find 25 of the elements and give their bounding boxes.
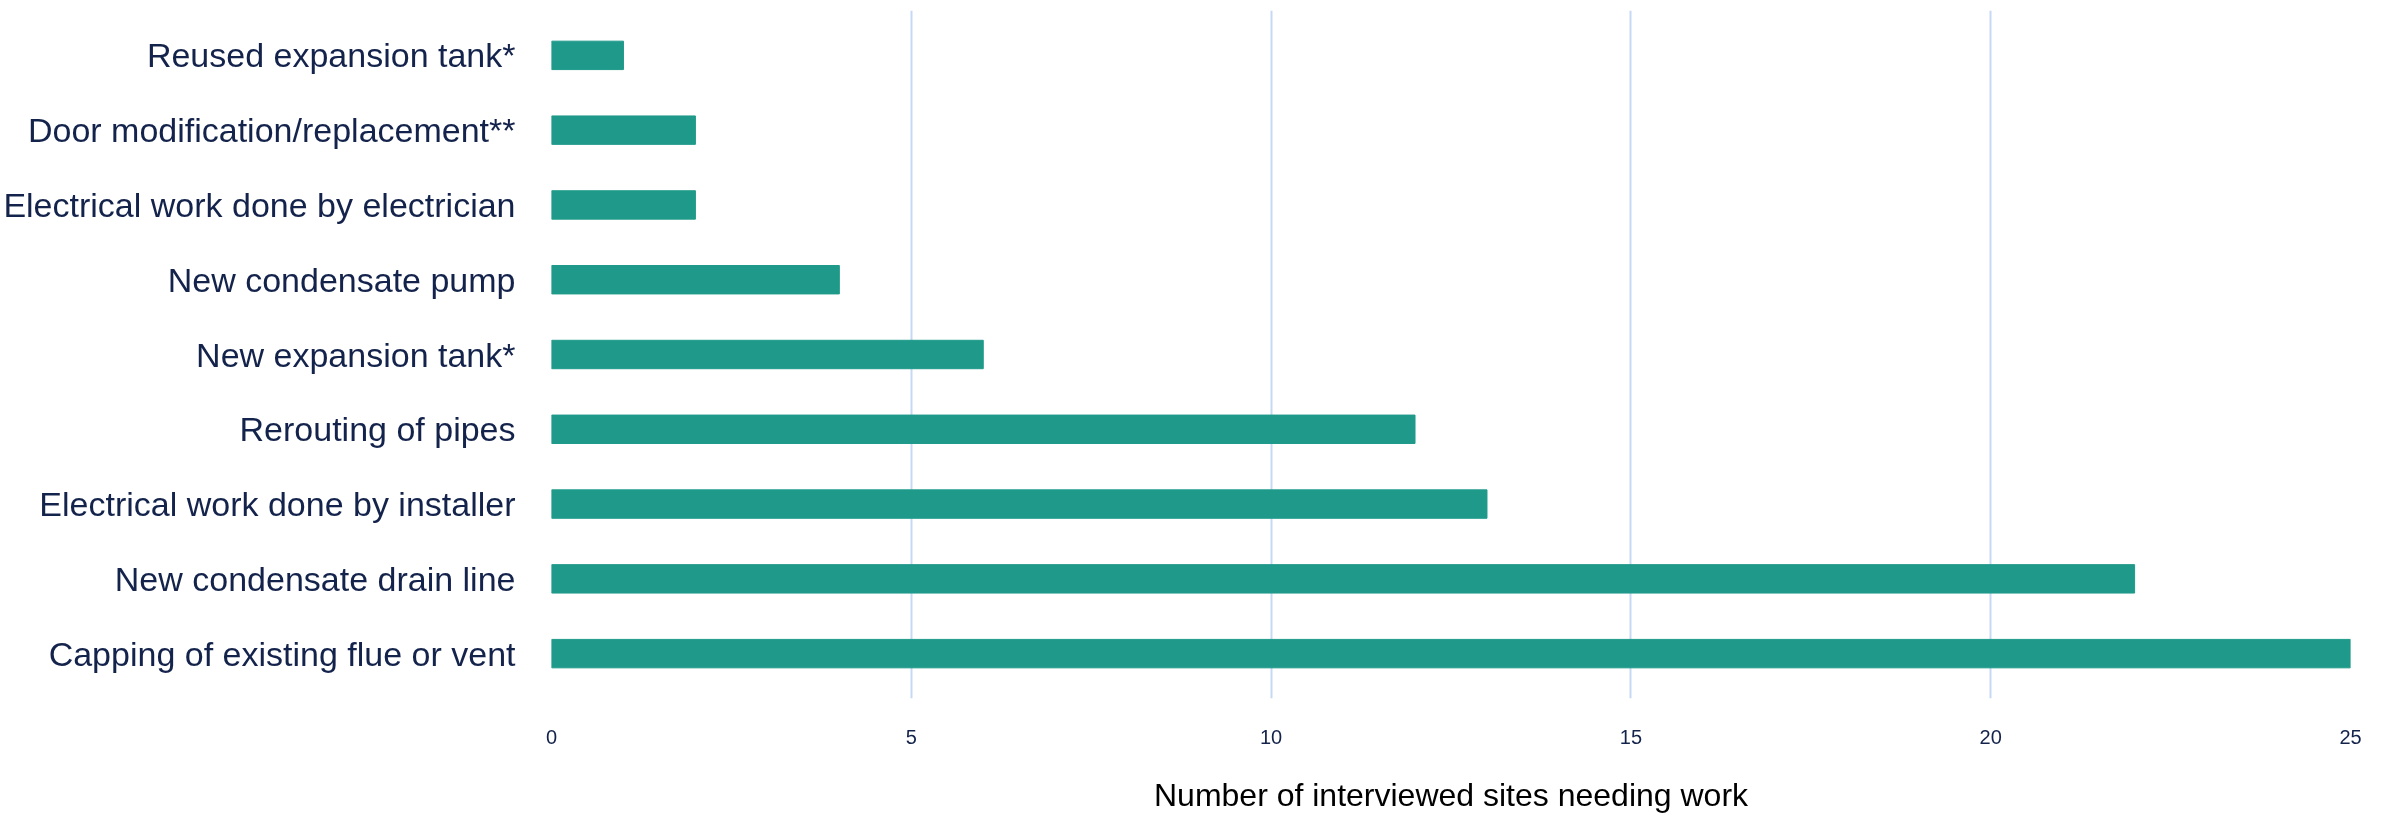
bar — [551, 115, 696, 145]
y-tick-label: New condensate pump — [167, 260, 516, 299]
bar — [551, 414, 1416, 444]
y-tick-label: Rerouting of pipes — [239, 410, 516, 449]
y-tick-label: Door modification/replacement** — [27, 111, 516, 150]
y-tick-label: Electrical work done by installer — [39, 485, 516, 524]
x-tick-label: 25 — [2339, 725, 2362, 748]
x-tick-label: 5 — [905, 725, 917, 748]
y-tick-label: New condensate drain line — [114, 559, 516, 598]
x-tick-label: 0 — [545, 725, 558, 748]
x-tick-label: 15 — [1619, 725, 1643, 748]
y-tick-label: Capping of existing flue or vent — [48, 634, 517, 673]
bar — [551, 265, 840, 295]
y-tick-label: Electrical work done by electrician — [3, 185, 516, 224]
bar — [551, 190, 696, 220]
x-tick-label: 20 — [1979, 725, 2002, 748]
bar — [551, 339, 984, 370]
x-tick-label: 10 — [1259, 725, 1283, 748]
x-axis-title: Number of interviewed sites needing work — [1153, 776, 1750, 813]
bar — [551, 489, 1488, 519]
y-tick-label: New expansion tank* — [196, 335, 516, 374]
bar — [551, 40, 624, 71]
y-tick-label: Reused expansion tank* — [146, 36, 516, 75]
bar — [551, 638, 2351, 669]
bar — [551, 564, 2136, 594]
